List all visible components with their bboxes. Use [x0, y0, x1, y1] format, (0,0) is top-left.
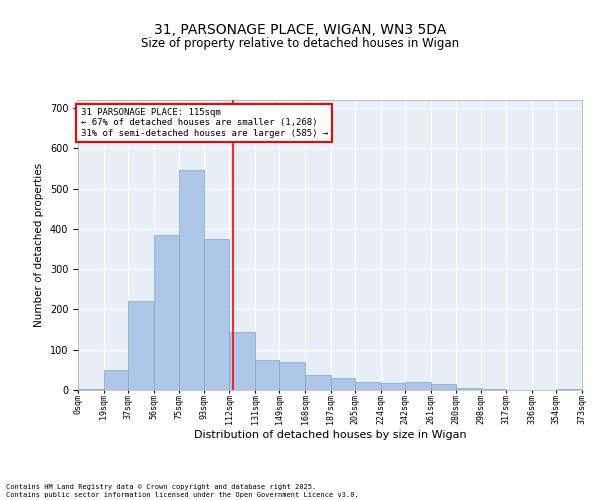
- Text: Contains HM Land Registry data © Crown copyright and database right 2025.
Contai: Contains HM Land Registry data © Crown c…: [6, 484, 359, 498]
- Text: 31 PARSONAGE PLACE: 115sqm
← 67% of detached houses are smaller (1,268)
31% of s: 31 PARSONAGE PLACE: 115sqm ← 67% of deta…: [81, 108, 328, 138]
- Bar: [203, 239, 229, 390]
- Bar: [431, 384, 457, 390]
- Bar: [355, 382, 380, 390]
- Bar: [380, 383, 405, 390]
- Text: 31, PARSONAGE PLACE, WIGAN, WN3 5DA: 31, PARSONAGE PLACE, WIGAN, WN3 5DA: [154, 22, 446, 36]
- Bar: [457, 388, 481, 390]
- Text: Size of property relative to detached houses in Wigan: Size of property relative to detached ho…: [141, 38, 459, 51]
- Bar: [305, 374, 331, 390]
- Bar: [128, 302, 154, 390]
- Bar: [556, 389, 582, 390]
- Bar: [229, 332, 255, 390]
- Bar: [104, 370, 128, 390]
- Bar: [154, 235, 179, 390]
- Bar: [405, 382, 431, 390]
- Bar: [331, 378, 355, 390]
- X-axis label: Distribution of detached houses by size in Wigan: Distribution of detached houses by size …: [194, 430, 466, 440]
- Bar: [280, 362, 305, 390]
- Bar: [255, 360, 280, 390]
- Bar: [78, 389, 104, 390]
- Bar: [481, 389, 506, 390]
- Y-axis label: Number of detached properties: Number of detached properties: [34, 163, 44, 327]
- Bar: [179, 170, 203, 390]
